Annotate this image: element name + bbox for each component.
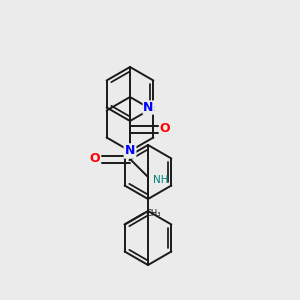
Text: O: O <box>160 122 170 136</box>
Text: CH₃: CH₃ <box>146 209 161 218</box>
Text: N: N <box>143 101 154 114</box>
Text: NH: NH <box>153 175 169 185</box>
Text: N: N <box>125 145 135 158</box>
Text: O: O <box>90 152 100 166</box>
